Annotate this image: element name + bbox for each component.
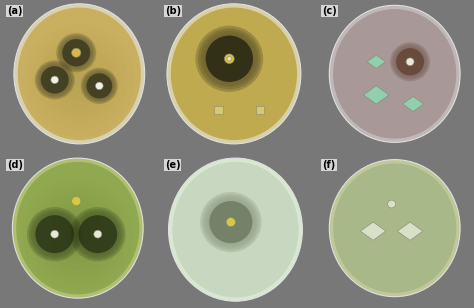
Ellipse shape	[173, 162, 299, 298]
Ellipse shape	[329, 160, 460, 297]
Ellipse shape	[210, 201, 252, 243]
Ellipse shape	[202, 194, 259, 250]
Text: (f): (f)	[322, 160, 336, 170]
Ellipse shape	[56, 33, 96, 72]
Ellipse shape	[206, 36, 253, 82]
Ellipse shape	[62, 39, 90, 67]
Ellipse shape	[227, 56, 232, 61]
Ellipse shape	[83, 71, 115, 101]
Ellipse shape	[72, 209, 123, 259]
Ellipse shape	[58, 34, 95, 71]
Ellipse shape	[38, 63, 72, 96]
Ellipse shape	[200, 192, 262, 252]
Ellipse shape	[31, 211, 78, 257]
Ellipse shape	[195, 26, 263, 92]
Ellipse shape	[333, 163, 456, 293]
Ellipse shape	[205, 197, 257, 248]
Ellipse shape	[393, 45, 427, 79]
Ellipse shape	[396, 48, 424, 75]
Ellipse shape	[333, 9, 456, 139]
Ellipse shape	[70, 207, 126, 261]
Ellipse shape	[203, 33, 255, 84]
Ellipse shape	[390, 42, 430, 81]
Polygon shape	[256, 106, 264, 114]
Ellipse shape	[59, 36, 93, 69]
Polygon shape	[214, 106, 223, 114]
Ellipse shape	[78, 215, 117, 253]
Ellipse shape	[169, 158, 302, 301]
Ellipse shape	[74, 211, 121, 257]
Text: (a): (a)	[7, 6, 22, 16]
Ellipse shape	[72, 197, 81, 205]
Ellipse shape	[226, 217, 236, 227]
Polygon shape	[397, 222, 423, 240]
Ellipse shape	[85, 72, 114, 100]
Ellipse shape	[16, 162, 139, 294]
Polygon shape	[403, 96, 424, 111]
Polygon shape	[364, 86, 389, 104]
Ellipse shape	[392, 44, 428, 80]
Ellipse shape	[35, 215, 74, 253]
Ellipse shape	[198, 28, 261, 89]
Ellipse shape	[224, 54, 234, 63]
Text: (c): (c)	[322, 6, 337, 16]
Ellipse shape	[41, 66, 69, 94]
Ellipse shape	[14, 4, 145, 144]
Ellipse shape	[36, 62, 73, 98]
Ellipse shape	[18, 8, 141, 140]
Ellipse shape	[86, 73, 112, 99]
Ellipse shape	[95, 82, 103, 90]
Ellipse shape	[72, 48, 81, 57]
Ellipse shape	[35, 60, 75, 99]
Polygon shape	[360, 222, 386, 240]
Ellipse shape	[329, 5, 460, 142]
Ellipse shape	[51, 76, 59, 84]
Ellipse shape	[29, 209, 80, 259]
Ellipse shape	[201, 30, 258, 87]
Ellipse shape	[167, 4, 301, 144]
Ellipse shape	[94, 230, 102, 238]
Ellipse shape	[82, 69, 117, 103]
Ellipse shape	[406, 58, 414, 66]
Ellipse shape	[39, 65, 70, 95]
Ellipse shape	[51, 230, 59, 238]
Ellipse shape	[388, 200, 396, 208]
Text: (b): (b)	[164, 6, 181, 16]
Text: (e): (e)	[164, 160, 180, 170]
Ellipse shape	[171, 8, 297, 140]
Ellipse shape	[12, 158, 143, 298]
Ellipse shape	[61, 38, 92, 68]
Ellipse shape	[27, 207, 82, 261]
Polygon shape	[367, 55, 385, 68]
Text: (d): (d)	[7, 160, 23, 170]
Ellipse shape	[81, 68, 118, 104]
